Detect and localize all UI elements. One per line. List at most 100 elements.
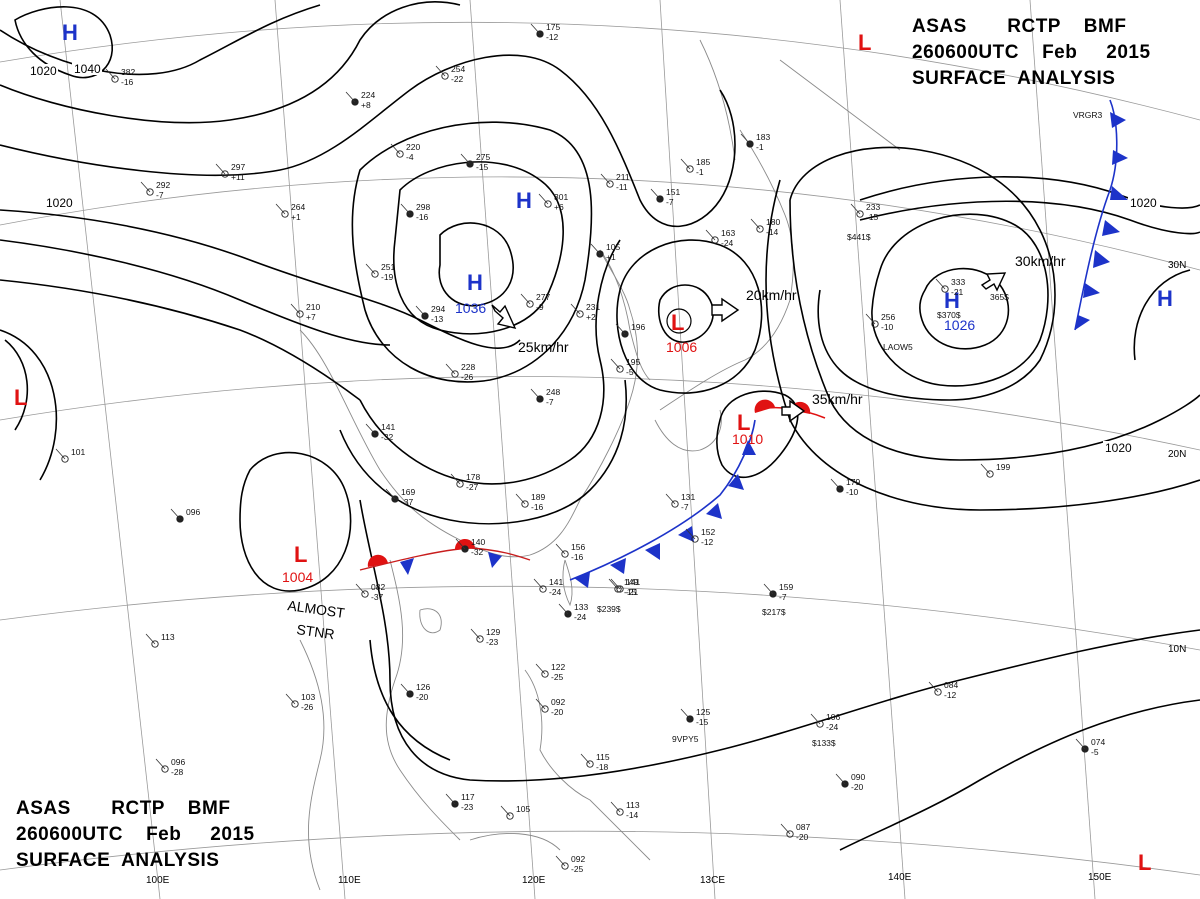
isobar-pacific-band-north (859, 176, 1200, 209)
pacific-cold-front (1074, 99, 1118, 331)
wind-barb (538, 193, 549, 205)
station-plot: 220-4 (390, 142, 420, 162)
station-circle (151, 640, 159, 648)
parallel-20n (0, 376, 1200, 451)
station-circle (786, 830, 794, 838)
station-tendency: -1 (756, 142, 764, 152)
station-pressure: 256 (881, 312, 895, 322)
wind-barb (680, 158, 691, 170)
station-tendency: -37 (401, 497, 414, 507)
station-plot: 210+7 (290, 302, 320, 322)
wind-barb (555, 855, 566, 867)
station-circle (476, 635, 484, 643)
wind-barb (55, 448, 66, 460)
cold-front-symbol (1110, 186, 1128, 200)
station-pressure: 096 (186, 507, 200, 517)
station-circle (221, 170, 229, 178)
isobar-pacific-band-2 (765, 179, 1200, 511)
station-pressure: 180 (766, 217, 780, 227)
coast-vietnam (385, 559, 461, 841)
station-plot: 087-20 (780, 822, 810, 842)
isobar-value-label: 1020 (46, 196, 73, 210)
wind-barb (830, 478, 841, 490)
station-tendency: -19 (381, 272, 394, 282)
station-plot: 141-32 (365, 422, 395, 442)
high-pressure-center: H (944, 288, 960, 313)
station-plot: 151-7 (650, 187, 680, 207)
station-circle (586, 760, 594, 768)
station-extra-label: 365$ (990, 292, 1009, 302)
low-pressure-center: L (294, 542, 307, 567)
station-pressure: 105 (516, 804, 530, 814)
station-plot: 106-24 (810, 712, 840, 732)
station-circle (441, 72, 449, 80)
station-plot: 256-10 (865, 312, 895, 332)
station-tendency: -16 (121, 77, 134, 87)
meridian-110e (274, 0, 346, 899)
warm-front-symbol (367, 554, 388, 567)
station-tendency: -16 (531, 502, 544, 512)
station-tendency: -1 (696, 167, 704, 177)
station-pressure: 106 (826, 712, 840, 722)
station-pressure: 224 (361, 90, 375, 100)
high-pressure-center: H (516, 188, 532, 213)
wind-barb (435, 65, 446, 77)
station-plot: 277-9 (520, 292, 550, 312)
station-pressure: 292 (156, 180, 170, 190)
cold-front-symbol (400, 558, 414, 575)
meridian-140e (839, 0, 906, 899)
wind-barb (615, 323, 626, 335)
station-extra-label: $239$ (597, 604, 621, 614)
station-circle (986, 470, 994, 478)
title-line-1: ASAS RCTP BMF (912, 16, 1127, 37)
station-plot: 211-11 (600, 172, 630, 192)
station-circle (61, 455, 69, 463)
station-circle (576, 310, 584, 318)
station-tendency: -14 (766, 227, 779, 237)
station-circle (456, 480, 464, 488)
station-pressure: 275 (476, 152, 490, 162)
isobar-siberia-2 (0, 1, 461, 124)
station-pressure: 298 (416, 202, 430, 212)
isobar-south-1 (359, 499, 1200, 782)
station-plot: 228-26 (445, 362, 475, 382)
isobar-1004 (239, 451, 352, 592)
title-line-2: 260600UTC Feb 2015 (912, 42, 1151, 63)
longitude-label: 120E (522, 875, 546, 886)
station-tendency: -5 (1091, 747, 1099, 757)
wind-barb (610, 578, 621, 590)
motion-arrow (781, 399, 806, 423)
chart-title-bottom-left: ASAS RCTP BMF 260600UTC Feb 2015 SURFACE… (16, 796, 255, 874)
isobar-west-1 (0, 209, 521, 350)
wind-barb (470, 628, 481, 640)
isobar-siberia-1 (0, 4, 321, 76)
wind-barb (535, 698, 546, 710)
wind-barb (530, 23, 541, 35)
station-tendency: -4 (406, 152, 414, 162)
station-tendency: +1 (606, 252, 616, 262)
station-tendency: -9 (536, 302, 544, 312)
station-tendency: -22 (451, 74, 464, 84)
station-pressure: 103 (301, 692, 315, 702)
motion-speed-label: 25km/hr (518, 339, 569, 355)
wind-barb (608, 578, 619, 590)
station-plot: 248-7 (530, 387, 560, 407)
station-plot: 189-16 (515, 492, 545, 512)
isobar-east-small (1133, 269, 1191, 361)
station-pressure: 074 (1091, 737, 1105, 747)
title-line-3: SURFACE ANALYSIS (16, 850, 220, 871)
station-tendency: +1 (291, 212, 301, 222)
station-plot: 183-1 (740, 132, 770, 152)
annotation-stnr: STNR (296, 621, 336, 642)
wind-barb (600, 173, 611, 185)
wind-barb (763, 583, 774, 595)
station-pressure: 141 (381, 422, 395, 432)
cold-front-symbol (678, 526, 694, 542)
wind-barb (515, 493, 526, 505)
cold-front-symbol (742, 440, 756, 455)
isobar-1036-inner (438, 222, 514, 307)
high-pressure-value: 1036 (455, 300, 486, 316)
station-circle (711, 236, 719, 244)
station-extra-label: $217$ (762, 607, 786, 617)
station-tendency: -15 (624, 587, 637, 597)
